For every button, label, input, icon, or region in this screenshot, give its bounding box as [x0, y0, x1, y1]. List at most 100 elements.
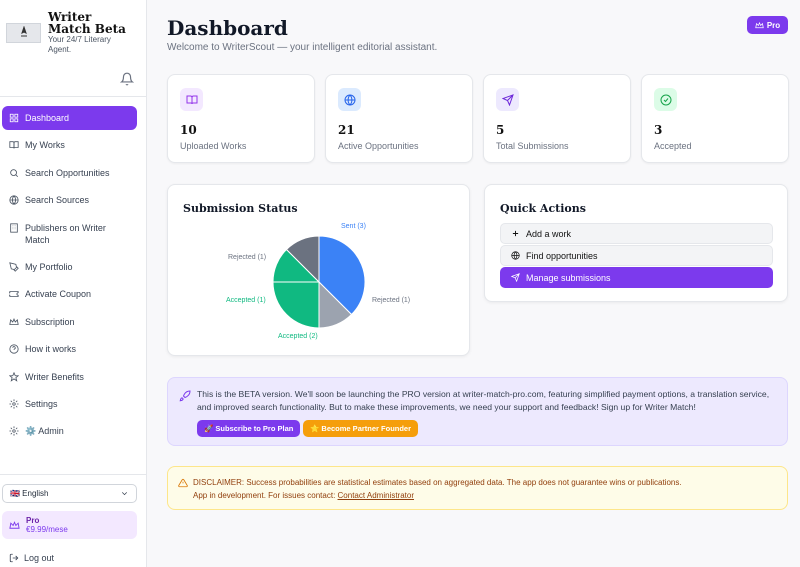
stat-icon-box: [180, 88, 203, 111]
grid-icon: [9, 113, 19, 123]
pie-label: Sent (3): [341, 223, 366, 230]
stat-card-active-opportunities: 21 Active Opportunities: [325, 74, 473, 163]
subscribe-pro-button[interactable]: 🚀 Subscribe to Pro Plan: [197, 420, 301, 437]
sidebar-item-activate-coupon[interactable]: Activate Coupon: [2, 282, 137, 306]
plan-name: Pro: [26, 516, 40, 525]
sidebar-item-publishers[interactable]: Publishers on Writer Match: [2, 216, 137, 252]
language-select[interactable]: 🇬🇧 English: [2, 484, 137, 503]
sidebar-nav: Dashboard My Works Search Opportunities …: [2, 106, 137, 447]
sidebar-item-settings[interactable]: Settings: [2, 392, 137, 416]
stat-label: Active Opportunities: [338, 141, 419, 151]
add-work-button[interactable]: Add a work: [500, 223, 773, 244]
sidebar-item-how-it-works[interactable]: How it works: [2, 337, 137, 361]
stat-label: Total Submissions: [496, 141, 569, 151]
disclaimer-text: DISCLAIMER: Success probabilities are st…: [193, 478, 682, 487]
sidebar-item-label: My Portfolio: [25, 261, 73, 272]
sidebar-divider: [0, 96, 147, 97]
logout-label: Log out: [24, 553, 55, 563]
pie-label: Rejected (1): [372, 297, 411, 304]
current-plan[interactable]: Pro €9.99/mese: [2, 511, 137, 539]
sidebar-item-label: Search Opportunities: [25, 167, 110, 178]
check-circle-icon: [660, 94, 671, 105]
brand-subtitle: Your 24/7 Literary Agent.: [48, 35, 111, 54]
stat-value: 3: [654, 123, 663, 137]
star-icon: [9, 371, 19, 382]
sidebar-item-label: Publishers on Writer Match: [25, 222, 106, 245]
disclaimer-box: DISCLAIMER: Success probabilities are st…: [167, 466, 788, 510]
pie-slice-2[interactable]: [272, 281, 320, 329]
stat-icon-box: [338, 88, 361, 111]
rocket-icon: [179, 390, 191, 402]
sidebar-item-my-works[interactable]: My Works: [2, 133, 137, 157]
page-title: Dashboard: [167, 16, 288, 40]
find-opportunities-button[interactable]: Find opportunities: [500, 245, 773, 266]
book-open-icon: [186, 95, 197, 104]
card-title: Quick Actions: [500, 202, 586, 215]
sidebar-item-admin[interactable]: ⚙️ Admin: [2, 419, 137, 443]
pro-badge-label: Pro: [766, 20, 781, 30]
button-label: Find opportunities: [526, 250, 598, 261]
sidebar-item-dashboard[interactable]: Dashboard: [2, 106, 137, 130]
button-label: Manage submissions: [526, 272, 611, 283]
sidebar-item-search-opportunities[interactable]: Search Opportunities: [2, 161, 137, 185]
sidebar-item-label: Writer Benefits: [25, 371, 84, 382]
disclaimer-contact: App in development. For issues contact: …: [193, 491, 414, 500]
search-icon: [10, 169, 19, 177]
partner-founder-button[interactable]: ⭐ Become Partner Founder: [303, 420, 419, 437]
bell-icon[interactable]: [120, 72, 134, 86]
sidebar-item-writer-benefits[interactable]: Writer Benefits: [2, 365, 137, 389]
logout-button[interactable]: Log out: [9, 553, 54, 563]
app-logo[interactable]: [6, 23, 41, 43]
send-icon: [511, 273, 520, 282]
help-icon: [9, 344, 19, 354]
sidebar-item-label: ⚙️ Admin: [25, 426, 64, 437]
language-value: 🇬🇧 English: [10, 489, 49, 498]
stat-value: 21: [338, 123, 355, 137]
chevron-down-icon: [121, 492, 128, 496]
book-icon: [9, 141, 19, 149]
send-icon: [501, 93, 514, 106]
pie-slice-4[interactable]: [285, 235, 320, 284]
pie-label: Rejected (1): [228, 254, 267, 261]
stat-label: Accepted: [654, 141, 692, 151]
gear-icon: [9, 426, 19, 436]
crown-icon: [755, 21, 764, 28]
logout-icon: [9, 553, 19, 563]
sidebar-item-label: Search Sources: [25, 195, 90, 206]
crown-icon: [9, 317, 19, 325]
card-title: Submission Status: [183, 202, 298, 215]
stat-card-accepted: 3 Accepted: [641, 74, 789, 163]
pen-icon: [9, 262, 19, 272]
sidebar-item-search-sources[interactable]: Search Sources: [2, 188, 137, 212]
crown-icon: [9, 520, 20, 529]
stat-icon-box: [496, 88, 519, 111]
pie-label: Accepted (1): [226, 297, 266, 304]
pie-slice-0[interactable]: [318, 235, 366, 316]
submission-status-card: Submission Status Sent (3) Rejected (1) …: [167, 184, 470, 356]
warning-icon: [178, 478, 188, 488]
sidebar-item-label: Dashboard: [25, 113, 70, 123]
page-subtitle: Welcome to WriterScout — your intelligen…: [167, 42, 438, 53]
sidebar-item-subscription[interactable]: Subscription: [2, 310, 137, 334]
sidebar-item-my-portfolio[interactable]: My Portfolio: [2, 255, 137, 279]
stat-icon-box: [654, 88, 677, 111]
sidebar: Writer Match Beta Your 24/7 Literary Age…: [0, 0, 147, 567]
globe-icon: [9, 195, 19, 205]
pie-label: Accepted (2): [278, 333, 318, 340]
plan-price: €9.99/mese: [26, 525, 68, 534]
stat-value: 5: [496, 123, 505, 137]
disclaimer-contact-prefix: App in development. For issues contact:: [193, 491, 338, 500]
beta-notice-text: This is the BETA version. We'll soon be …: [197, 389, 770, 412]
contact-admin-link[interactable]: Contact Administrator: [337, 491, 415, 500]
brand: Writer Match Beta Your 24/7 Literary Age…: [6, 10, 141, 90]
submission-pie-chart: [272, 235, 366, 329]
sidebar-item-label: Subscription: [25, 316, 75, 327]
brand-title: Writer Match Beta: [48, 10, 126, 36]
manage-submissions-button[interactable]: Manage submissions: [500, 267, 773, 288]
globe-icon: [511, 251, 520, 260]
ticket-icon: [9, 291, 19, 298]
beta-notice: This is the BETA version. We'll soon be …: [167, 377, 788, 446]
gear-icon: [9, 399, 19, 409]
stat-card-uploaded-works: 10 Uploaded Works: [167, 74, 315, 163]
pro-badge-button[interactable]: Pro: [747, 16, 788, 34]
